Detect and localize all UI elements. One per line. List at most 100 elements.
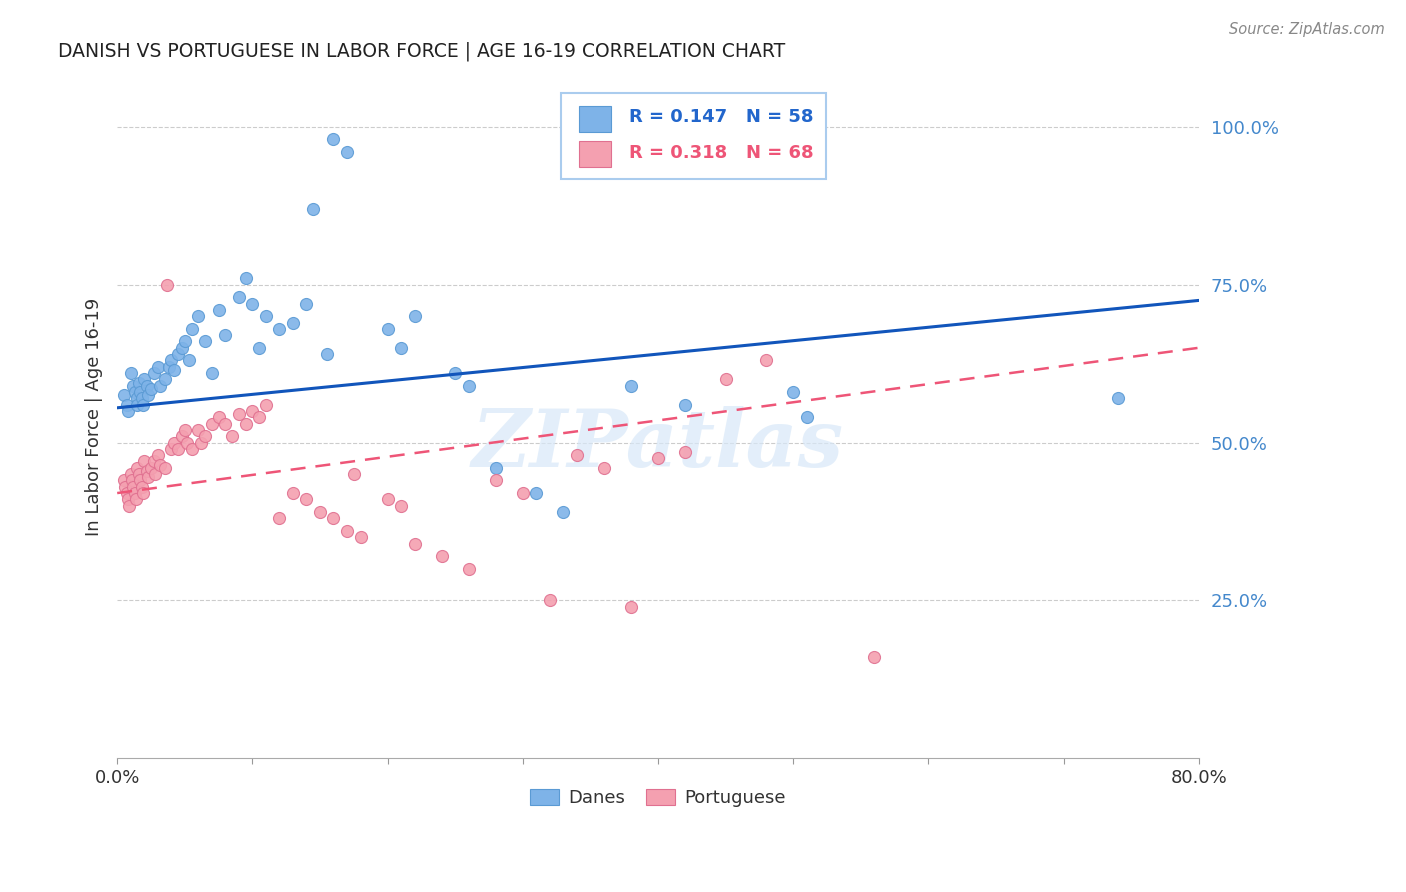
Point xyxy=(142,366,165,380)
Point xyxy=(136,388,159,402)
Point xyxy=(139,382,162,396)
Point xyxy=(242,296,264,310)
Point xyxy=(201,417,224,431)
FancyBboxPatch shape xyxy=(579,106,612,132)
Point xyxy=(167,347,190,361)
Point xyxy=(157,359,180,374)
Point xyxy=(228,407,250,421)
Point xyxy=(125,492,148,507)
Point xyxy=(538,593,561,607)
Point xyxy=(322,132,344,146)
Point xyxy=(389,341,412,355)
Point xyxy=(221,429,243,443)
Point xyxy=(201,366,224,380)
Point xyxy=(172,429,194,443)
Point xyxy=(176,435,198,450)
Point xyxy=(214,417,236,431)
Point xyxy=(782,384,804,399)
Point xyxy=(565,448,588,462)
Point xyxy=(146,448,169,462)
Point xyxy=(180,322,202,336)
Point xyxy=(134,372,156,386)
FancyBboxPatch shape xyxy=(561,94,825,178)
Point xyxy=(180,442,202,456)
Point xyxy=(122,480,145,494)
Point xyxy=(430,549,453,564)
Point xyxy=(322,511,344,525)
Point xyxy=(117,404,139,418)
Point xyxy=(214,328,236,343)
Point xyxy=(302,202,325,216)
Point xyxy=(485,460,508,475)
Point xyxy=(142,454,165,468)
Point xyxy=(269,511,291,525)
Point xyxy=(524,486,547,500)
Legend: Danes, Portuguese: Danes, Portuguese xyxy=(523,781,793,814)
Point xyxy=(128,467,150,482)
Point xyxy=(156,277,179,292)
Point xyxy=(114,480,136,494)
Point xyxy=(129,384,152,399)
Point xyxy=(149,458,172,472)
Point xyxy=(309,505,332,519)
Point xyxy=(143,467,166,482)
Point xyxy=(173,334,195,349)
Point xyxy=(163,435,186,450)
Point xyxy=(336,524,359,538)
Point xyxy=(194,334,217,349)
Point xyxy=(127,398,149,412)
Point xyxy=(136,378,159,392)
Point xyxy=(349,530,371,544)
Point xyxy=(207,410,229,425)
Point xyxy=(207,302,229,317)
Point xyxy=(377,492,399,507)
Point xyxy=(295,296,318,310)
Point xyxy=(120,467,142,482)
Point xyxy=(124,486,146,500)
Point xyxy=(121,474,143,488)
Point xyxy=(315,347,337,361)
Point xyxy=(377,322,399,336)
Point xyxy=(173,423,195,437)
Point xyxy=(457,562,479,576)
Point xyxy=(457,378,479,392)
Point xyxy=(235,417,257,431)
Point xyxy=(127,460,149,475)
Point xyxy=(120,366,142,380)
Point xyxy=(112,388,135,402)
Point xyxy=(755,353,778,368)
Point xyxy=(553,505,575,519)
Point xyxy=(620,599,643,614)
Point xyxy=(194,429,217,443)
Point xyxy=(673,398,696,412)
Text: Source: ZipAtlas.com: Source: ZipAtlas.com xyxy=(1229,22,1385,37)
Point xyxy=(295,492,318,507)
Point xyxy=(163,363,186,377)
Point xyxy=(128,376,150,390)
Point xyxy=(254,310,277,324)
Point xyxy=(118,499,141,513)
Point xyxy=(177,353,200,368)
Point xyxy=(389,499,412,513)
Point xyxy=(134,454,156,468)
Point xyxy=(796,410,818,425)
Point xyxy=(131,480,153,494)
Point xyxy=(247,410,270,425)
Text: R = 0.147   N = 58: R = 0.147 N = 58 xyxy=(628,108,813,126)
FancyBboxPatch shape xyxy=(579,141,612,168)
Point xyxy=(235,271,257,285)
Point xyxy=(863,650,886,665)
Point xyxy=(115,398,138,412)
Point xyxy=(228,290,250,304)
Point xyxy=(136,464,159,478)
Point xyxy=(404,536,426,550)
Point xyxy=(122,378,145,392)
Point xyxy=(444,366,467,380)
Point xyxy=(673,445,696,459)
Point xyxy=(187,310,209,324)
Point xyxy=(247,341,270,355)
Point xyxy=(132,486,155,500)
Point xyxy=(485,474,508,488)
Point xyxy=(269,322,291,336)
Point xyxy=(124,384,146,399)
